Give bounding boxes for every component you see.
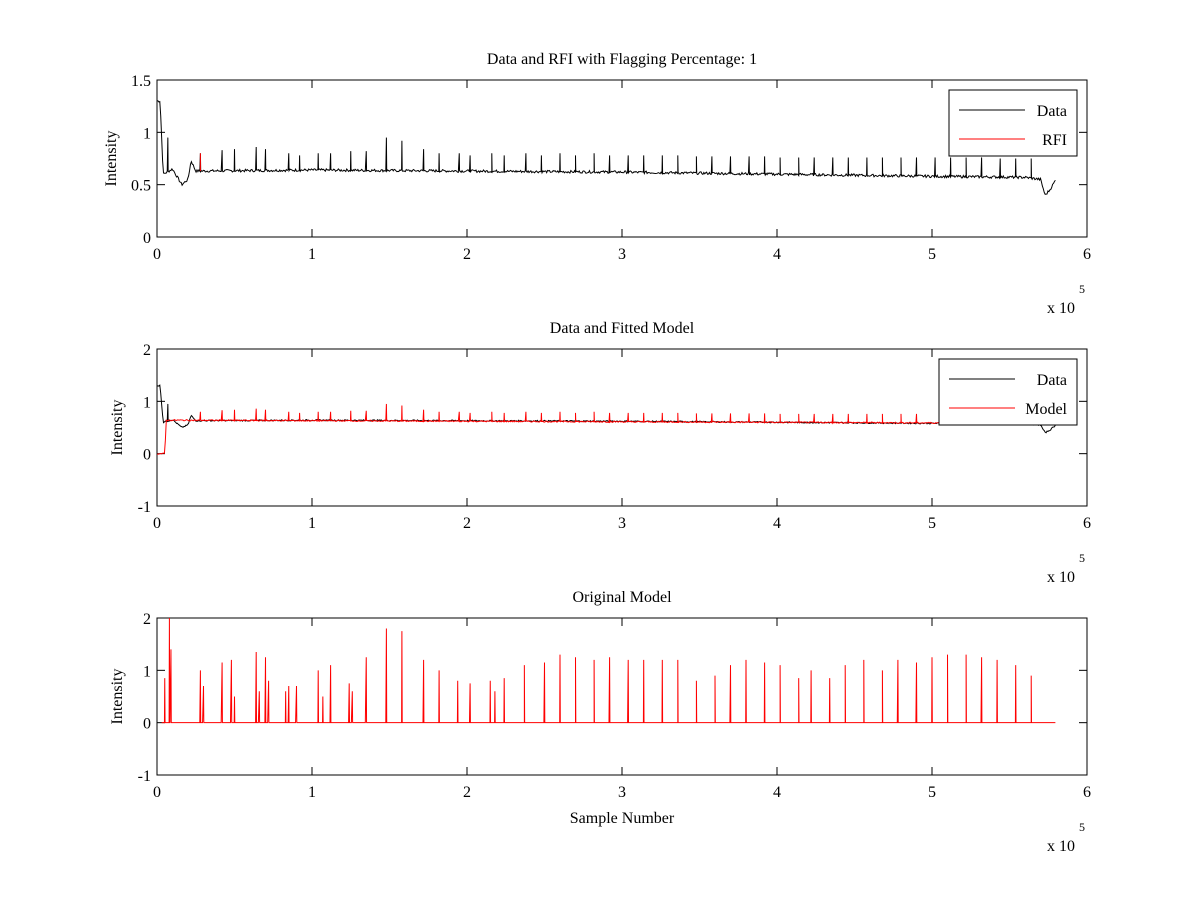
y-tick-label: 1 [143,125,151,142]
x-tick-label: 6 [1083,784,1091,801]
y-axis-label: Intensity [109,669,126,725]
x-tick-label: 4 [773,515,781,532]
x-tick-label: 6 [1083,246,1091,263]
plot-frame [156,617,1088,776]
legend: Data RFI [948,89,1078,157]
x-tick-label: 0 [153,246,161,263]
y-tick-label: -1 [138,499,151,516]
legend-label: Model [1025,401,1067,418]
x-tick-label: 1 [308,784,316,801]
series-line-model [157,403,1056,455]
series-line-model [161,618,1056,724]
y-tick-label: 1.5 [131,73,151,90]
x-tick-label: 2 [463,515,471,532]
chart-title: Data and RFI with Flagging Percentage: 1 [487,51,757,68]
svg-text:5: 5 [1079,820,1085,834]
y-axis-label: Intensity [109,400,126,456]
x-tick-label: 2 [463,784,471,801]
y-tick-label: 1 [143,663,151,680]
y-tick-label: 1 [143,394,151,411]
x-tick-label: 1 [308,246,316,263]
series-line-data [157,100,1056,195]
x-tick-label: 3 [618,784,626,801]
y-tick-label: 2 [143,342,151,359]
legend-label: Data [1037,372,1067,389]
legend-label: RFI [1042,132,1067,149]
x-tick-label: 0 [153,515,161,532]
legend-box [948,89,1078,157]
y-tick-label: 0 [143,230,151,247]
x-tick-label: 6 [1083,515,1091,532]
x-multiplier: x 10 5 [1047,820,1085,855]
x-tick-label: 4 [773,784,781,801]
legend-label: Data [1037,103,1067,120]
x-tick-label: 5 [928,515,936,532]
svg-text:5: 5 [1079,551,1085,565]
plot-frame [156,79,1088,238]
svg-text:x 10: x 10 [1047,838,1075,855]
svg-text:x 10: x 10 [1047,569,1075,586]
subplot-1: Data and RFI with Flagging Percentage: 1… [103,51,1091,317]
y-tick-label: -1 [138,768,151,785]
chart-title: Data and Fitted Model [550,320,695,337]
x-tick-label: 3 [618,246,626,263]
x-tick-label: 5 [928,246,936,263]
svg-text:x 10: x 10 [1047,300,1075,317]
x-tick-label: 3 [618,515,626,532]
x-multiplier: x 10 5 [1047,282,1085,317]
y-tick-label: 0 [143,716,151,733]
svg-text:5: 5 [1079,282,1085,296]
y-tick-label: 0 [143,447,151,464]
x-tick-label: 0 [153,784,161,801]
chart-title: Original Model [572,589,672,606]
x-tick-label: 4 [773,246,781,263]
x-tick-label: 5 [928,784,936,801]
x-axis-label: Sample Number [570,810,675,827]
x-tick-label: 1 [308,515,316,532]
y-tick-label: 2 [143,611,151,628]
y-tick-label: 0.5 [131,178,151,195]
x-tick-label: 2 [463,246,471,263]
legend: Data Model [938,358,1078,426]
legend-box [938,358,1078,426]
x-multiplier: x 10 5 [1047,551,1085,586]
y-axis-label: Intensity [103,131,120,187]
plot-frame [156,348,1088,507]
